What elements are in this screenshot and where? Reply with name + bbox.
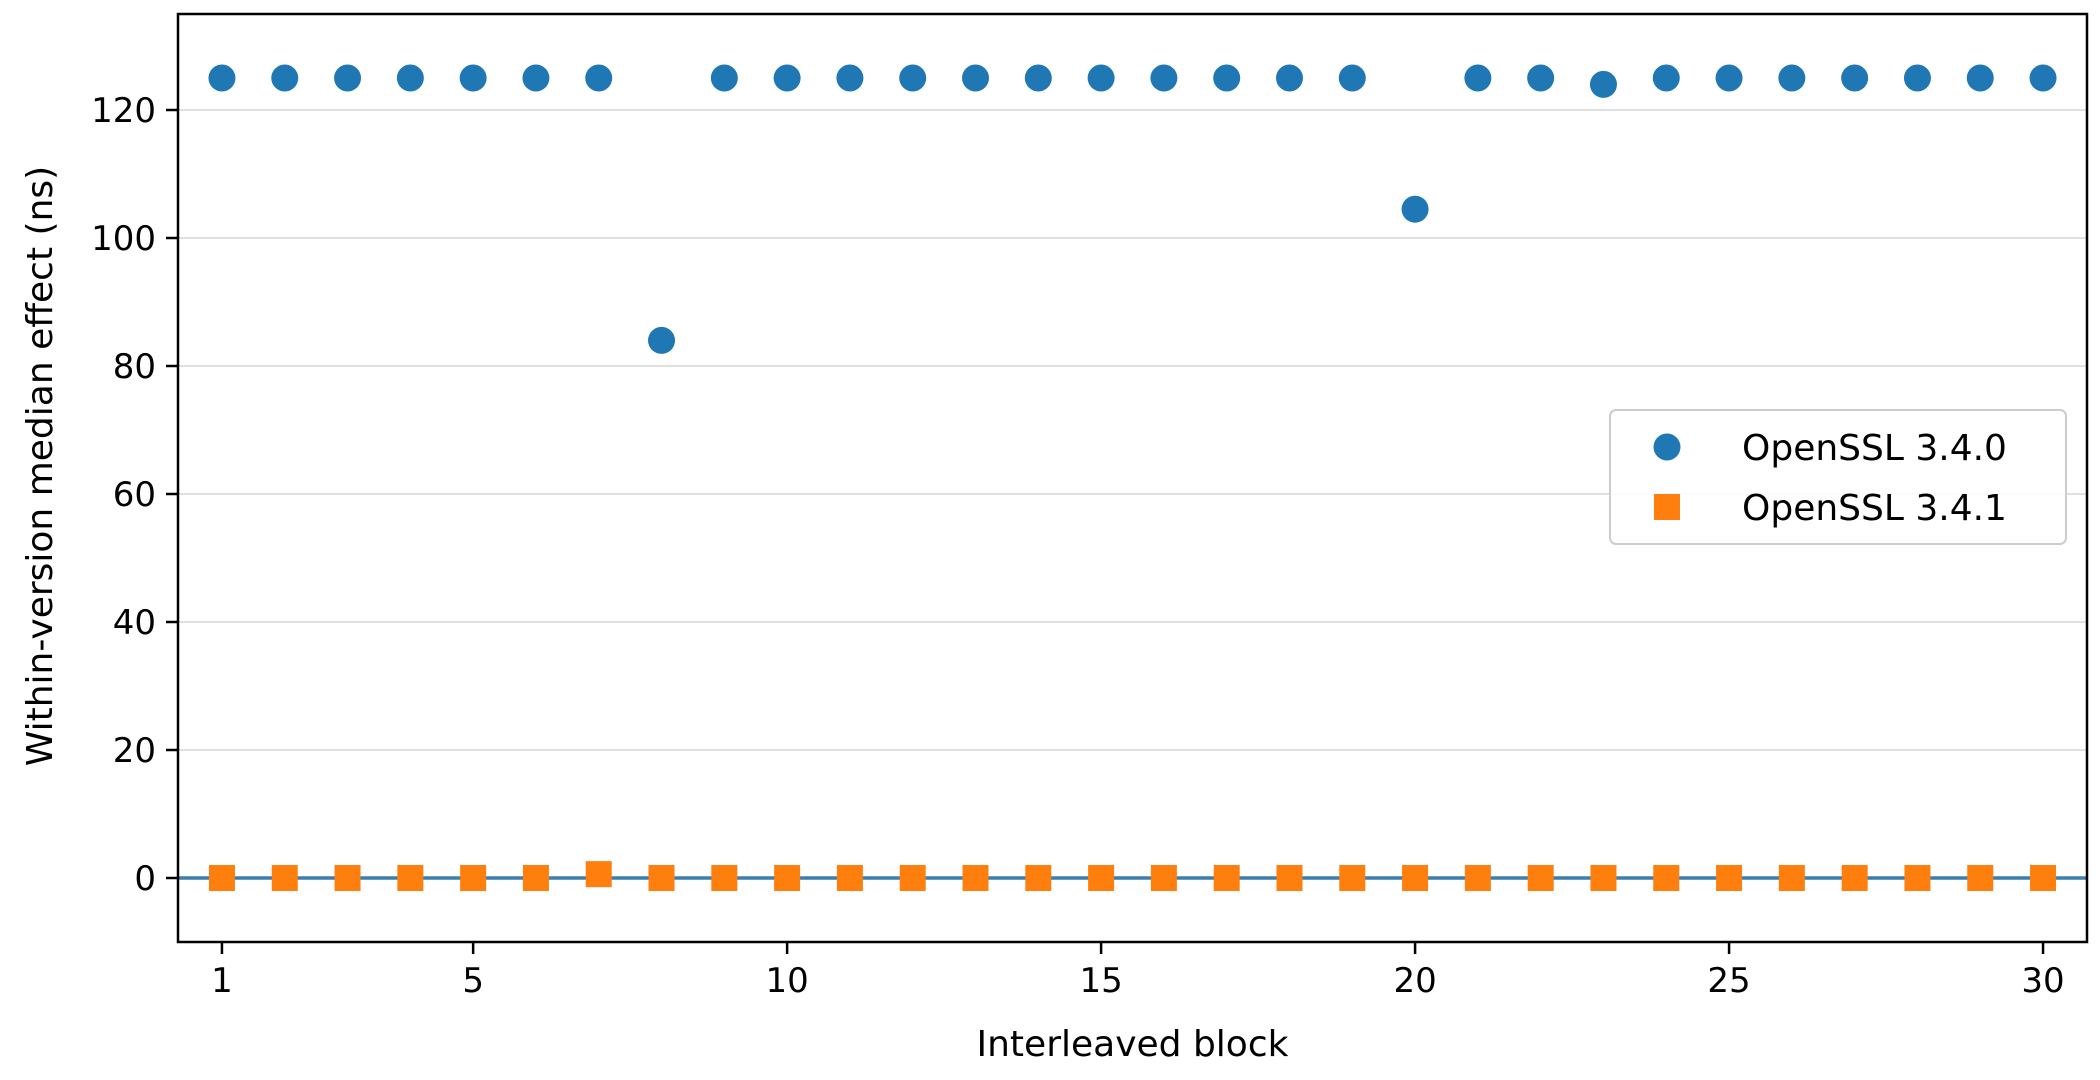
data-point-openssl-3-4-1 xyxy=(962,865,989,891)
data-point-openssl-3-4-0 xyxy=(1589,70,1617,98)
legend-label: OpenSSL 3.4.0 xyxy=(1742,428,2007,469)
data-point-openssl-3-4-0 xyxy=(208,64,236,92)
data-point-openssl-3-4-0 xyxy=(271,64,299,92)
x-tick-label: 30 xyxy=(2021,961,2064,1001)
data-point-openssl-3-4-1 xyxy=(1716,865,1743,891)
y-tick-label: 100 xyxy=(91,219,156,259)
data-point-openssl-3-4-0 xyxy=(334,64,362,92)
data-point-openssl-3-4-0 xyxy=(773,64,801,92)
x-tick-label: 15 xyxy=(1079,961,1122,1001)
data-point-openssl-3-4-1 xyxy=(1276,865,1303,891)
data-point-openssl-3-4-0 xyxy=(1966,64,1994,92)
data-point-openssl-3-4-1 xyxy=(1841,865,1868,891)
data-point-openssl-3-4-1 xyxy=(1402,865,1429,891)
data-point-openssl-3-4-1 xyxy=(648,865,675,891)
data-point-openssl-3-4-0 xyxy=(899,64,927,92)
data-point-openssl-3-4-0 xyxy=(1401,195,1429,223)
data-point-openssl-3-4-1 xyxy=(1213,865,1240,891)
data-point-openssl-3-4-1 xyxy=(522,865,549,891)
data-point-openssl-3-4-0 xyxy=(962,64,990,92)
x-tick-label: 20 xyxy=(1393,961,1436,1001)
legend-marker-openssl-3-4-0 xyxy=(1653,433,1681,461)
data-point-openssl-3-4-0 xyxy=(1841,64,1869,92)
data-point-openssl-3-4-1 xyxy=(1088,865,1115,891)
data-point-openssl-3-4-0 xyxy=(1652,64,1680,92)
legend-marker-openssl-3-4-1 xyxy=(1654,494,1680,520)
data-point-openssl-3-4-0 xyxy=(396,64,424,92)
legend-box xyxy=(1609,409,2067,545)
x-tick-label: 1 xyxy=(211,961,233,1001)
y-axis-label: Within-version median effect (ns) xyxy=(20,166,61,766)
data-point-openssl-3-4-1 xyxy=(774,865,801,891)
data-point-openssl-3-4-1 xyxy=(1904,865,1931,891)
y-tick-label: 20 xyxy=(113,731,156,771)
y-tick-label: 80 xyxy=(113,347,156,387)
data-marks xyxy=(208,64,2057,891)
data-point-openssl-3-4-1 xyxy=(1339,865,1366,891)
data-point-openssl-3-4-0 xyxy=(522,64,550,92)
data-point-openssl-3-4-0 xyxy=(1903,64,1931,92)
data-point-openssl-3-4-1 xyxy=(1653,865,1680,891)
y-tick-label: 40 xyxy=(113,603,156,643)
data-point-openssl-3-4-1 xyxy=(271,865,298,891)
y-tick-label: 60 xyxy=(113,475,156,515)
data-point-openssl-3-4-1 xyxy=(711,865,738,891)
data-point-openssl-3-4-1 xyxy=(334,865,361,891)
x-tick-label: 25 xyxy=(1707,961,1750,1001)
data-point-openssl-3-4-1 xyxy=(1150,865,1177,891)
data-point-openssl-3-4-0 xyxy=(648,326,676,354)
data-point-openssl-3-4-1 xyxy=(208,865,235,891)
y-tick-label: 120 xyxy=(91,91,156,131)
data-point-openssl-3-4-0 xyxy=(585,64,613,92)
data-point-openssl-3-4-0 xyxy=(1087,64,1115,92)
data-point-openssl-3-4-0 xyxy=(459,64,487,92)
data-point-openssl-3-4-0 xyxy=(1464,64,1492,92)
data-point-openssl-3-4-0 xyxy=(2029,64,2057,92)
data-point-openssl-3-4-1 xyxy=(1967,865,1994,891)
data-point-openssl-3-4-1 xyxy=(397,865,424,891)
x-axis-ticks: 1 5 10 15 20 25 30 xyxy=(211,942,2065,1001)
data-point-openssl-3-4-1 xyxy=(585,861,612,888)
legend-label: OpenSSL 3.4.1 xyxy=(1742,488,2007,529)
data-point-openssl-3-4-0 xyxy=(1338,64,1366,92)
data-point-openssl-3-4-0 xyxy=(1150,64,1178,92)
x-tick-label: 10 xyxy=(765,961,808,1001)
data-point-openssl-3-4-1 xyxy=(2030,865,2057,891)
plot-frame xyxy=(176,12,2089,944)
x-tick-label: 5 xyxy=(462,961,484,1001)
data-point-openssl-3-4-0 xyxy=(1715,64,1743,92)
data-point-openssl-3-4-1 xyxy=(836,865,863,891)
data-point-openssl-3-4-1 xyxy=(1527,865,1554,891)
legend: OpenSSL 3.4.0 OpenSSL 3.4.1 xyxy=(1609,409,2067,545)
data-point-openssl-3-4-0 xyxy=(1213,64,1241,92)
data-point-openssl-3-4-1 xyxy=(1590,865,1617,891)
x-axis-label: Interleaved block xyxy=(977,1024,1289,1065)
data-point-openssl-3-4-0 xyxy=(1778,64,1806,92)
data-point-openssl-3-4-0 xyxy=(836,64,864,92)
grid-lines xyxy=(178,109,2087,879)
data-point-openssl-3-4-1 xyxy=(1778,865,1805,891)
data-point-openssl-3-4-0 xyxy=(1527,64,1555,92)
data-point-openssl-3-4-0 xyxy=(1275,64,1303,92)
y-tick-label: 0 xyxy=(134,859,156,899)
data-point-openssl-3-4-0 xyxy=(710,64,738,92)
data-point-openssl-3-4-1 xyxy=(1025,865,1052,891)
data-point-openssl-3-4-1 xyxy=(899,865,926,891)
data-point-openssl-3-4-1 xyxy=(1464,865,1491,891)
data-point-openssl-3-4-1 xyxy=(460,865,487,891)
data-point-openssl-3-4-0 xyxy=(1024,64,1052,92)
y-axis-ticks: 0 20 40 60 80 100 120 xyxy=(91,91,178,899)
